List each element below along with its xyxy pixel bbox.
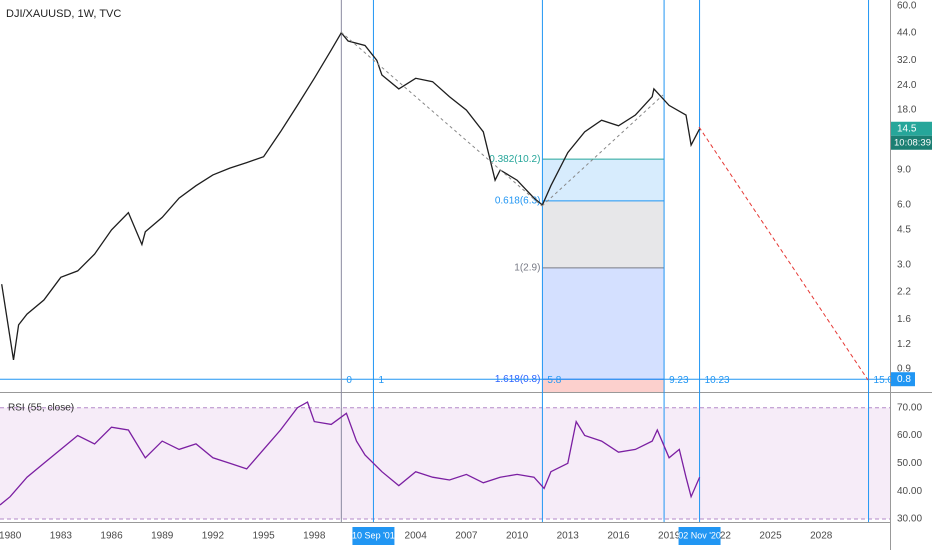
countdown-tag [891, 135, 932, 150]
x-tick-label: 2007 [455, 531, 478, 542]
rsi-band [0, 407, 890, 519]
series-line [0, 401, 701, 506]
fib-zone [542, 379, 665, 392]
y-tick-label: 3.0 [897, 260, 911, 271]
y-tick-label: 0.9 [897, 364, 911, 375]
time-line-label: 9.23 [669, 375, 689, 386]
x-tick-label: 1983 [50, 531, 73, 542]
countdown-label: 10:08:39 [894, 137, 931, 148]
y-tick-label: 60.0 [897, 1, 917, 12]
y-tick-label: 4.5 [897, 225, 911, 236]
x-tick-label: 2010 [506, 531, 529, 542]
x-tick-label: 1992 [202, 531, 225, 542]
y-tick-label: 1.6 [897, 314, 911, 325]
rsi-tick-label: 70.00 [897, 402, 922, 413]
time-line-label: 0 [346, 375, 352, 386]
rsi-tick-label: 50.00 [897, 458, 922, 469]
y-tick-label: 9.0 [897, 165, 911, 176]
x-tick-label: 1995 [252, 531, 275, 542]
x-tick-label: 2013 [557, 531, 580, 542]
fib-label: 0.382(10.2) [489, 154, 540, 165]
price-tag-label: 14.5 [897, 123, 917, 134]
y-tick-label: 2.2 [897, 286, 911, 297]
x-tick-label: 2028 [810, 531, 833, 542]
time-line-label: 1 [378, 375, 384, 386]
y-tick-label: 24.0 [897, 80, 917, 91]
time-line-label: 15.03 [874, 375, 899, 386]
fib-label: 1(2.9) [514, 263, 540, 274]
fib-zone [542, 200, 665, 268]
fib-label: 0.618(6.3) [495, 195, 541, 206]
rsi-tick-label: 30.00 [897, 514, 922, 525]
trend-line [698, 126, 869, 381]
level-tag [891, 372, 915, 387]
y-tick-label: 18.0 [897, 105, 917, 116]
x-tick-label: 1980 [0, 531, 22, 542]
x-marker [352, 527, 395, 545]
x-tick-label: 1998 [303, 531, 326, 542]
y-tick-label: 6.0 [897, 200, 911, 211]
x-tick-label: 1989 [151, 531, 174, 542]
x-tick-label: 2019 [658, 531, 681, 542]
fib-zone [542, 267, 665, 380]
y-tick-label: 1.2 [897, 339, 911, 350]
fib-zone [542, 159, 665, 201]
price-tag [891, 121, 932, 136]
time-line-label: 10.23 [705, 375, 730, 386]
series-line [1, 31, 701, 361]
x-tick-label: 1986 [100, 531, 123, 542]
trend-line [340, 31, 543, 207]
rsi-tick-label: 40.00 [897, 486, 922, 497]
x-marker [678, 527, 721, 545]
rsi-tick-label: 60.00 [897, 430, 922, 441]
y-tick-label: 32.0 [897, 55, 917, 66]
x-tick-label: 2016 [607, 531, 630, 542]
y-tick-label: 44.0 [897, 27, 917, 38]
x-tick-label: 2025 [759, 531, 782, 542]
rsi-title: RSI (55, close) [8, 403, 74, 414]
x-marker-label: 10 Sep '01 [352, 530, 395, 540]
time-line-label: 5.8 [547, 375, 561, 386]
chart-title: DJI/XAUUSD, 1W, TVC [6, 8, 121, 20]
x-tick-label: 2004 [405, 531, 428, 542]
x-marker-label: 02 Nov '20 [678, 530, 721, 540]
level-tag-label: 0.8 [897, 374, 911, 385]
